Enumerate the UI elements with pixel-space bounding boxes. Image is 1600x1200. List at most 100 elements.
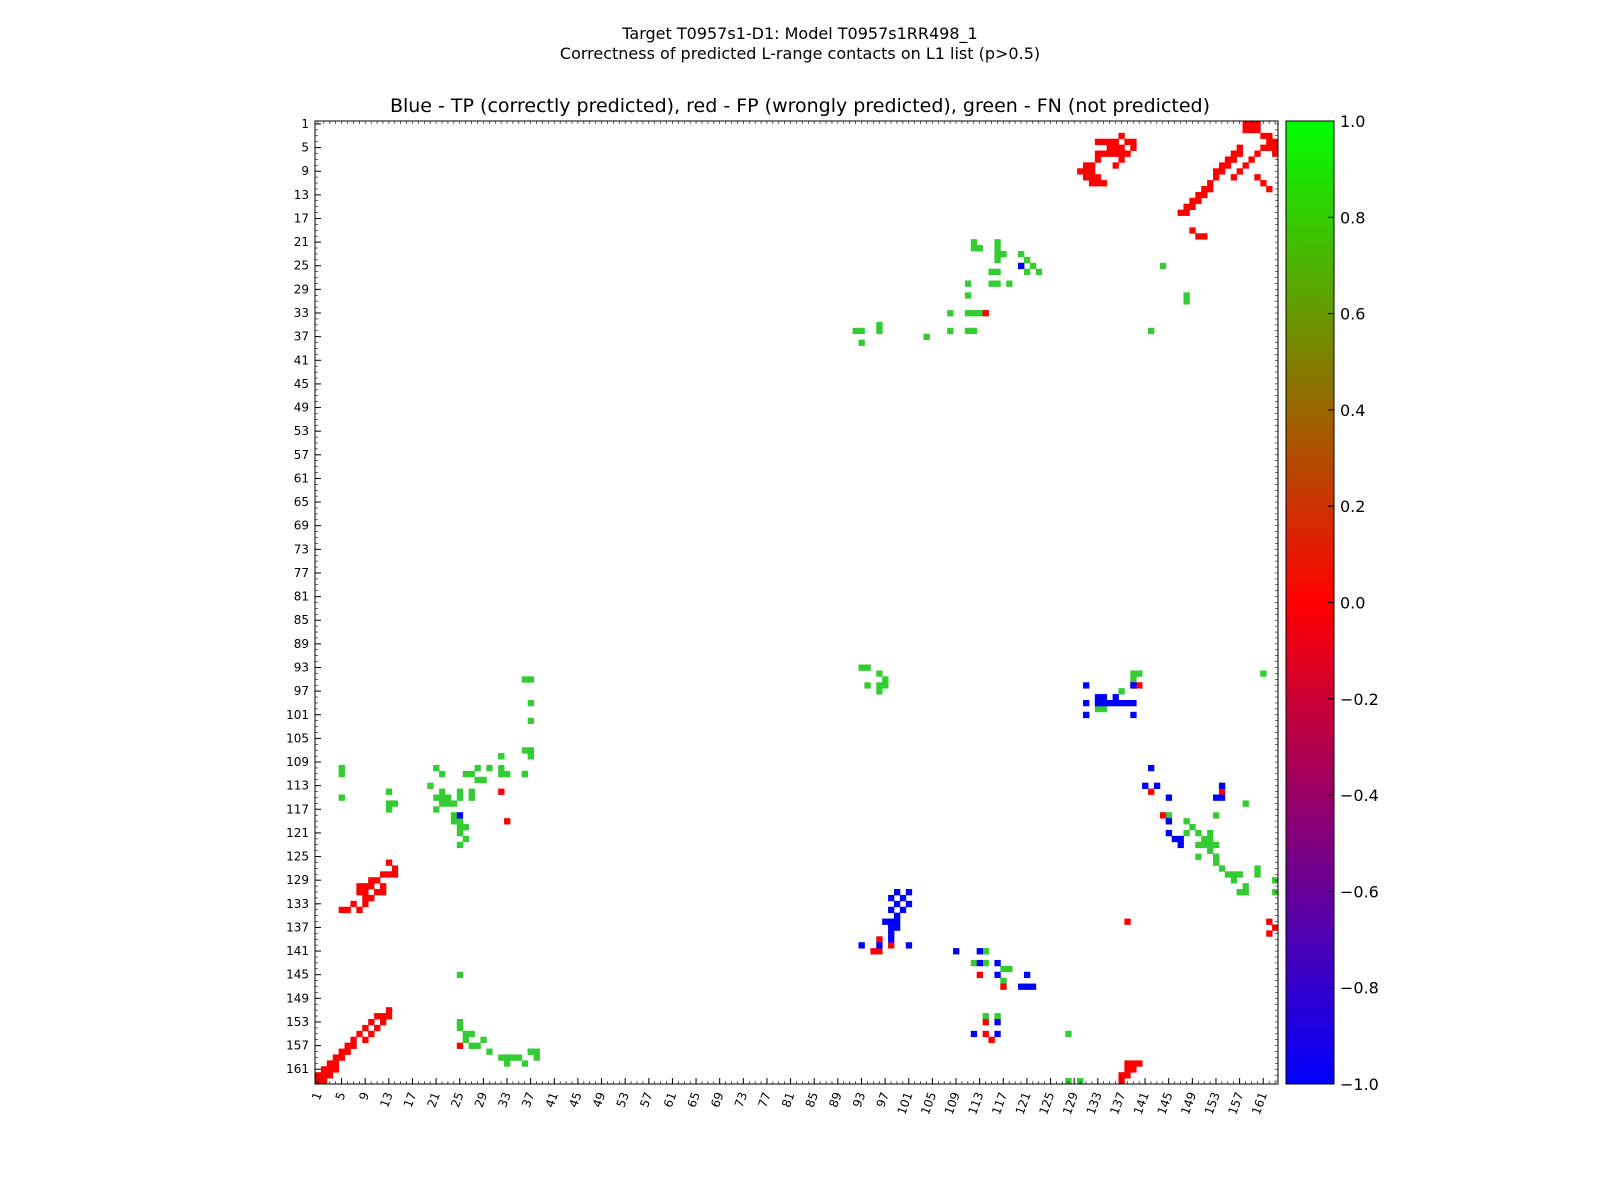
contact-cell-fn bbox=[504, 1060, 511, 1067]
contact-cell-fp bbox=[391, 865, 399, 872]
contact-cell-fn bbox=[1023, 256, 1031, 264]
x-tick-label: 45 bbox=[566, 1090, 584, 1109]
y-tick-label: 101 bbox=[286, 708, 309, 722]
contact-cell-fn bbox=[994, 256, 1001, 264]
contact-cell-fp bbox=[1248, 121, 1255, 128]
y-tick-label: 33 bbox=[294, 306, 309, 320]
x-tick-label: 17 bbox=[401, 1090, 419, 1109]
contact-cell-fp bbox=[1236, 168, 1243, 175]
x-tick-label: 9 bbox=[356, 1090, 372, 1102]
contact-cell-fp bbox=[1124, 1072, 1131, 1079]
contact-cell-tp bbox=[858, 942, 865, 949]
contact-cell-fp bbox=[1248, 126, 1255, 134]
contact-cell-fn bbox=[970, 245, 978, 252]
contact-cell-fp bbox=[988, 1036, 995, 1044]
contact-cell-fp bbox=[876, 936, 883, 943]
contact-cell-fn bbox=[882, 682, 889, 689]
contact-cell-fn bbox=[1189, 824, 1196, 831]
contact-cell-tp bbox=[1218, 794, 1226, 801]
contact-cell-tp bbox=[1112, 694, 1119, 701]
contact-cell-fn bbox=[515, 1054, 523, 1061]
contact-cell-tp bbox=[893, 918, 901, 925]
contact-cell-fn bbox=[1195, 841, 1202, 849]
contact-cell-tp bbox=[994, 1030, 1001, 1038]
contact-cell-fp bbox=[1254, 121, 1261, 128]
contact-cell-fn bbox=[994, 280, 1001, 287]
contact-cell-fn bbox=[1065, 1030, 1072, 1038]
y-tick-label: 125 bbox=[286, 850, 309, 864]
y-tick-label: 149 bbox=[286, 991, 309, 1005]
contact-cell-fp bbox=[1230, 150, 1238, 157]
x-tick-label: 77 bbox=[755, 1090, 773, 1109]
contact-cell-fp bbox=[332, 1060, 340, 1067]
contact-cell-fp bbox=[1112, 150, 1119, 157]
contact-cell-fp bbox=[338, 906, 345, 914]
x-tick-label: 113 bbox=[965, 1090, 986, 1116]
contact-cell-fn bbox=[852, 327, 859, 335]
contact-cell-tp bbox=[1165, 829, 1173, 837]
contact-cell-tp bbox=[899, 906, 907, 914]
contact-cell-fn bbox=[976, 310, 983, 317]
contact-cell-tp bbox=[1165, 794, 1173, 801]
contact-cell-fp bbox=[1218, 168, 1226, 175]
contact-cell-fp bbox=[379, 1013, 387, 1020]
contact-cell-fn bbox=[527, 747, 534, 754]
contact-cell-fn bbox=[1100, 705, 1108, 713]
contact-cell-fn bbox=[533, 1054, 540, 1061]
contact-cell-fn bbox=[450, 812, 458, 819]
contact-cell-tp bbox=[970, 1030, 978, 1038]
contact-cell-fp bbox=[1189, 197, 1196, 205]
contact-cell-fn bbox=[923, 333, 930, 340]
contact-cell-fp bbox=[1118, 144, 1125, 151]
contact-cell-fp bbox=[1242, 162, 1249, 169]
x-tick-label: 37 bbox=[519, 1090, 537, 1109]
contact-cell-fp bbox=[1112, 144, 1119, 151]
contact-cell-fn bbox=[1136, 670, 1143, 677]
contact-cell-tp bbox=[882, 918, 889, 925]
contact-cell-tp bbox=[1171, 835, 1178, 843]
y-tick-label: 37 bbox=[294, 330, 309, 344]
contact-cell-tp bbox=[888, 918, 895, 925]
y-tick-label: 5 bbox=[301, 141, 309, 155]
contact-cell-tp bbox=[1148, 764, 1155, 772]
contact-cell-tp bbox=[888, 906, 895, 914]
contact-cell-fp bbox=[1106, 138, 1113, 146]
contact-cell-fn bbox=[1242, 883, 1249, 890]
colorbar-tick-label: 1.0 bbox=[1340, 112, 1365, 131]
contact-cell-fn bbox=[521, 770, 529, 778]
contact-cell-fp bbox=[338, 1048, 345, 1055]
x-tick-label: 137 bbox=[1107, 1090, 1128, 1116]
contact-cell-tp bbox=[1094, 699, 1102, 707]
contact-cell-fp bbox=[1242, 126, 1249, 134]
contact-cell-fn bbox=[498, 770, 505, 778]
contact-cell-fn bbox=[964, 292, 972, 299]
colorbar-tick-label: 0.6 bbox=[1340, 305, 1365, 324]
x-tick-label: 25 bbox=[448, 1090, 466, 1109]
contact-cell-fp bbox=[385, 1013, 393, 1020]
contact-cell-fp bbox=[379, 883, 387, 890]
contact-cell-fn bbox=[444, 794, 452, 801]
contact-cell-fn bbox=[1000, 965, 1007, 973]
contact-cell-tp bbox=[1083, 711, 1090, 719]
contact-cell-fp bbox=[1266, 918, 1273, 925]
contact-cell-fp bbox=[1000, 983, 1007, 990]
contact-cell-fp bbox=[344, 1048, 351, 1055]
contact-cell-fp bbox=[1118, 1072, 1125, 1079]
contact-cell-fp bbox=[1260, 132, 1267, 140]
contact-cell-fp bbox=[391, 871, 399, 878]
contact-cell-fp bbox=[1124, 918, 1131, 925]
contact-cell-tp bbox=[1130, 682, 1137, 689]
contact-cell-fn bbox=[1260, 670, 1267, 677]
contact-cell-fp bbox=[1218, 788, 1226, 795]
contact-cell-fp bbox=[1260, 144, 1267, 151]
contact-cell-fp bbox=[362, 900, 369, 908]
contact-cell-fp bbox=[326, 1066, 334, 1073]
contact-cell-fn bbox=[1118, 688, 1125, 695]
x-tick-label: 141 bbox=[1131, 1090, 1152, 1116]
contact-cell-fn bbox=[468, 1042, 475, 1049]
colorbar-axis: 1.0 0.8 0.6 0.4 0.2 0.0 −0.2 −0.4 −0.6 −0.8 −1.0 bbox=[1328, 112, 1379, 1094]
x-tick-label: 53 bbox=[614, 1090, 632, 1109]
contact-cell-fn bbox=[976, 245, 983, 252]
contact-cell-fn bbox=[970, 327, 978, 335]
colorbar-tick-label: −0.8 bbox=[1340, 979, 1379, 998]
